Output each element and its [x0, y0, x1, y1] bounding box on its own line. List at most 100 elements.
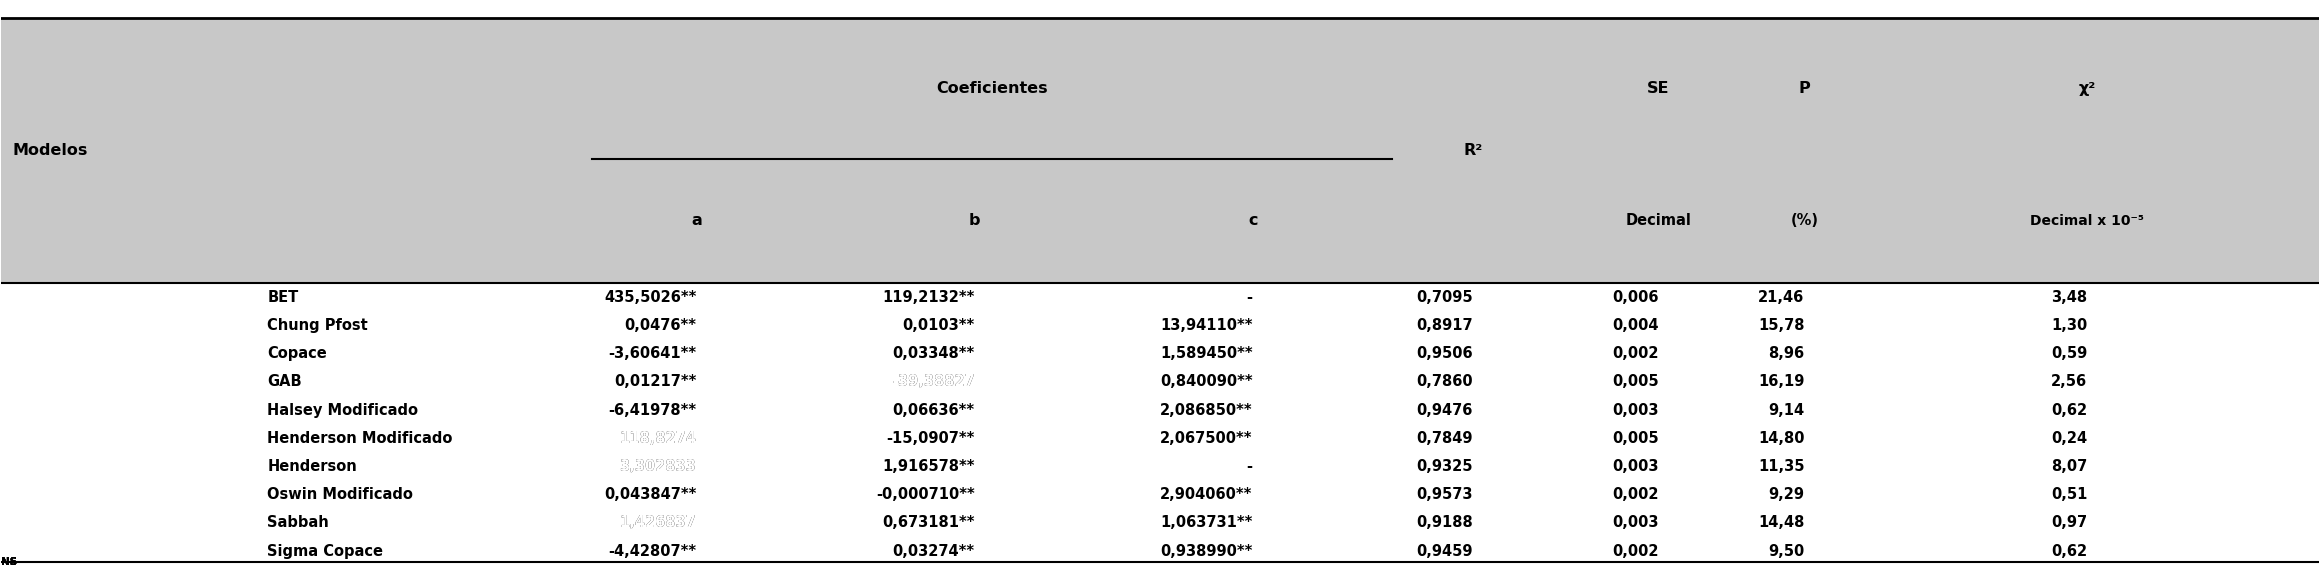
Text: 0,9325: 0,9325: [1418, 459, 1473, 474]
Text: -: -: [1246, 290, 1253, 304]
Bar: [0, 396, 2320, 424]
Text: 0,938990**: 0,938990**: [1160, 544, 1253, 559]
Text: 0,673181**: 0,673181**: [882, 515, 974, 531]
Text: 3,302833: 3,302833: [619, 459, 696, 474]
Text: 13,94110**: 13,94110**: [1160, 318, 1253, 333]
Text: Decimal x 10⁻⁵: Decimal x 10⁻⁵: [2030, 214, 2144, 228]
Text: 0,9459: 0,9459: [1418, 544, 1473, 559]
Text: 0,51: 0,51: [2051, 487, 2088, 502]
Text: 3,302833: 3,302833: [619, 459, 696, 474]
Text: Oswin Modificado: Oswin Modificado: [267, 487, 413, 502]
Text: 2,086850**: 2,086850**: [1160, 403, 1253, 417]
Text: 0,06636**: 0,06636**: [893, 403, 974, 417]
Bar: [0, 509, 2320, 537]
Text: b: b: [970, 214, 981, 228]
Text: 0,8917: 0,8917: [1418, 318, 1473, 333]
Text: 21,46: 21,46: [1759, 290, 1805, 304]
Text: -15,0907**: -15,0907**: [886, 431, 974, 446]
Text: 15,78: 15,78: [1759, 318, 1805, 333]
Text: Sabbah: Sabbah: [267, 515, 329, 531]
Text: 118,8274: 118,8274: [619, 431, 696, 446]
Bar: [0, 340, 2320, 367]
Text: 11,35: 11,35: [1759, 459, 1805, 474]
Bar: [0, 424, 2320, 452]
Text: 0,7849: 0,7849: [1418, 431, 1473, 446]
Text: 16,19: 16,19: [1759, 374, 1805, 389]
Text: P: P: [1798, 81, 1810, 96]
Bar: [0, 367, 2320, 396]
Text: 119,2132**: 119,2132**: [882, 290, 974, 304]
Text: 0,59: 0,59: [2051, 346, 2088, 361]
Text: 9,14: 9,14: [1768, 403, 1805, 417]
Text: 435,5026**: 435,5026**: [603, 290, 696, 304]
Text: χ²: χ²: [2079, 81, 2095, 96]
Text: 0,003: 0,003: [1612, 459, 1659, 474]
Text: 0,0476**: 0,0476**: [624, 318, 696, 333]
Text: Chung Pfost: Chung Pfost: [267, 318, 369, 333]
Text: Coeficientes: Coeficientes: [935, 81, 1049, 96]
Text: 0,9573: 0,9573: [1418, 487, 1473, 502]
Text: 0,005: 0,005: [1612, 431, 1659, 446]
Text: 0,97: 0,97: [2051, 515, 2088, 531]
Bar: [0, 311, 2320, 340]
Text: 1,426837: 1,426837: [619, 515, 696, 531]
Text: Modelos: Modelos: [12, 143, 88, 158]
Text: 2,904060**: 2,904060**: [1160, 487, 1253, 502]
Text: 0,840090**: 0,840090**: [1160, 374, 1253, 389]
Text: Halsey Modificado: Halsey Modificado: [267, 403, 418, 417]
Bar: [0, 481, 2320, 509]
Text: 0,9506: 0,9506: [1418, 346, 1473, 361]
Bar: [0, 452, 2320, 481]
Text: 0,043847**: 0,043847**: [603, 487, 696, 502]
Text: 8,07: 8,07: [2051, 459, 2088, 474]
Text: 0,004: 0,004: [1612, 318, 1659, 333]
Text: Decimal: Decimal: [1626, 214, 1691, 228]
Text: 1,063731**: 1,063731**: [1160, 515, 1253, 531]
Text: SE: SE: [1647, 81, 1670, 96]
Text: 118,8274: 118,8274: [619, 431, 696, 446]
Text: BET: BET: [267, 290, 299, 304]
Text: 2,067500**: 2,067500**: [1160, 431, 1253, 446]
Text: 0,006: 0,006: [1612, 290, 1659, 304]
Text: a: a: [691, 214, 701, 228]
Text: NS: NS: [0, 557, 16, 567]
Text: 1,916578**: 1,916578**: [882, 459, 974, 474]
Text: 0,002: 0,002: [1612, 544, 1659, 559]
Text: -6,41978**: -6,41978**: [608, 403, 696, 417]
Text: NS: NS: [0, 557, 16, 567]
Text: 1,589450**: 1,589450**: [1160, 346, 1253, 361]
Text: 0,002: 0,002: [1612, 346, 1659, 361]
Text: c: c: [1248, 214, 1257, 228]
Text: 1,426837: 1,426837: [619, 515, 696, 531]
Text: (%): (%): [1791, 214, 1819, 228]
Text: 9,50: 9,50: [1768, 544, 1805, 559]
Text: 9,29: 9,29: [1768, 487, 1805, 502]
Text: Henderson Modificado: Henderson Modificado: [267, 431, 452, 446]
Text: 0,01217**: 0,01217**: [615, 374, 696, 389]
Bar: [0, 283, 2320, 311]
Text: R²: R²: [1464, 143, 1482, 158]
Text: 0,005: 0,005: [1612, 374, 1659, 389]
Text: -: -: [1246, 459, 1253, 474]
Bar: [0, 537, 2320, 565]
Text: Sigma Copace: Sigma Copace: [267, 544, 383, 559]
Text: -3,60641**: -3,60641**: [608, 346, 696, 361]
Text: 0,7095: 0,7095: [1418, 290, 1473, 304]
Text: -4,42807**: -4,42807**: [608, 544, 696, 559]
Text: 3,48: 3,48: [2051, 290, 2088, 304]
Text: 0,7860: 0,7860: [1418, 374, 1473, 389]
Bar: [0, 18, 2320, 283]
Text: 0,03348**: 0,03348**: [893, 346, 974, 361]
Text: Copace: Copace: [267, 346, 327, 361]
Text: GAB: GAB: [267, 374, 302, 389]
Text: Henderson: Henderson: [267, 459, 357, 474]
Text: 0,62: 0,62: [2051, 544, 2088, 559]
Text: 0,9188: 0,9188: [1415, 515, 1473, 531]
Text: NS: NS: [0, 557, 16, 567]
Text: 0,9476: 0,9476: [1418, 403, 1473, 417]
Text: 14,80: 14,80: [1759, 431, 1805, 446]
Text: 0,62: 0,62: [2051, 403, 2088, 417]
Text: 0,24: 0,24: [2051, 431, 2088, 446]
Text: 14,48: 14,48: [1759, 515, 1805, 531]
Text: NS: NS: [0, 557, 16, 567]
